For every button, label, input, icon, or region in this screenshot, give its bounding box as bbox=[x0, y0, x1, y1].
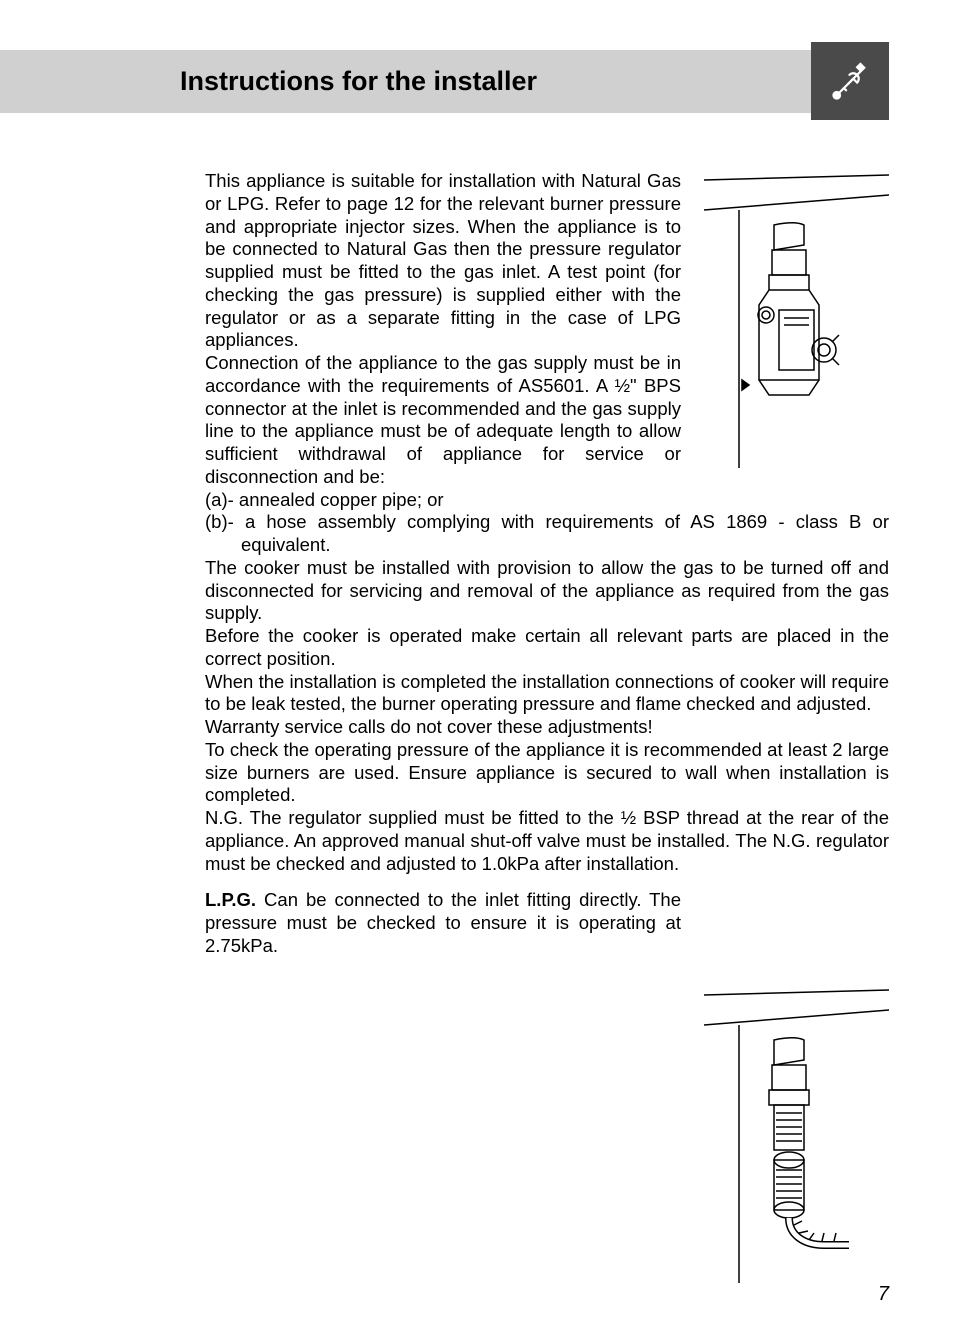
cooker-install-paragraph: The cooker must be installed with provis… bbox=[205, 557, 889, 625]
lpg-paragraph: L.P.G. Can be connected to the inlet fit… bbox=[205, 889, 681, 957]
lpg-hose-diagram bbox=[694, 985, 889, 1283]
tools-icon-box bbox=[811, 42, 889, 120]
ng-paragraph: N.G. The regulator supplied must be fitt… bbox=[205, 807, 889, 875]
when-complete-paragraph: When the installation is completed the i… bbox=[205, 671, 889, 717]
list-item-b: (b)- a hose assembly complying with requ… bbox=[205, 511, 889, 557]
intro-paragraph: This appliance is suitable for installat… bbox=[205, 170, 681, 352]
tools-icon bbox=[823, 54, 878, 109]
lpg-text: Can be connected to the inlet fitting di… bbox=[205, 889, 681, 956]
header-bar: Instructions for the installer bbox=[0, 50, 881, 113]
page-number: 7 bbox=[878, 1283, 889, 1306]
check-pressure-paragraph: To check the operating pressure of the a… bbox=[205, 739, 889, 807]
gas-regulator-diagram bbox=[694, 170, 889, 468]
regulator-diagram-svg bbox=[694, 170, 889, 468]
lpg-diagram-svg bbox=[694, 985, 889, 1283]
warranty-paragraph: Warranty service calls do not cover thes… bbox=[205, 716, 889, 739]
page-title: Instructions for the installer bbox=[180, 66, 537, 97]
connection-paragraph: Connection of the appliance to the gas s… bbox=[205, 352, 681, 489]
lpg-bold-label: L.P.G. bbox=[205, 889, 256, 910]
list-item-a: (a)- annealed copper pipe; or bbox=[205, 489, 889, 512]
before-operate-paragraph: Before the cooker is operated make certa… bbox=[205, 625, 889, 671]
